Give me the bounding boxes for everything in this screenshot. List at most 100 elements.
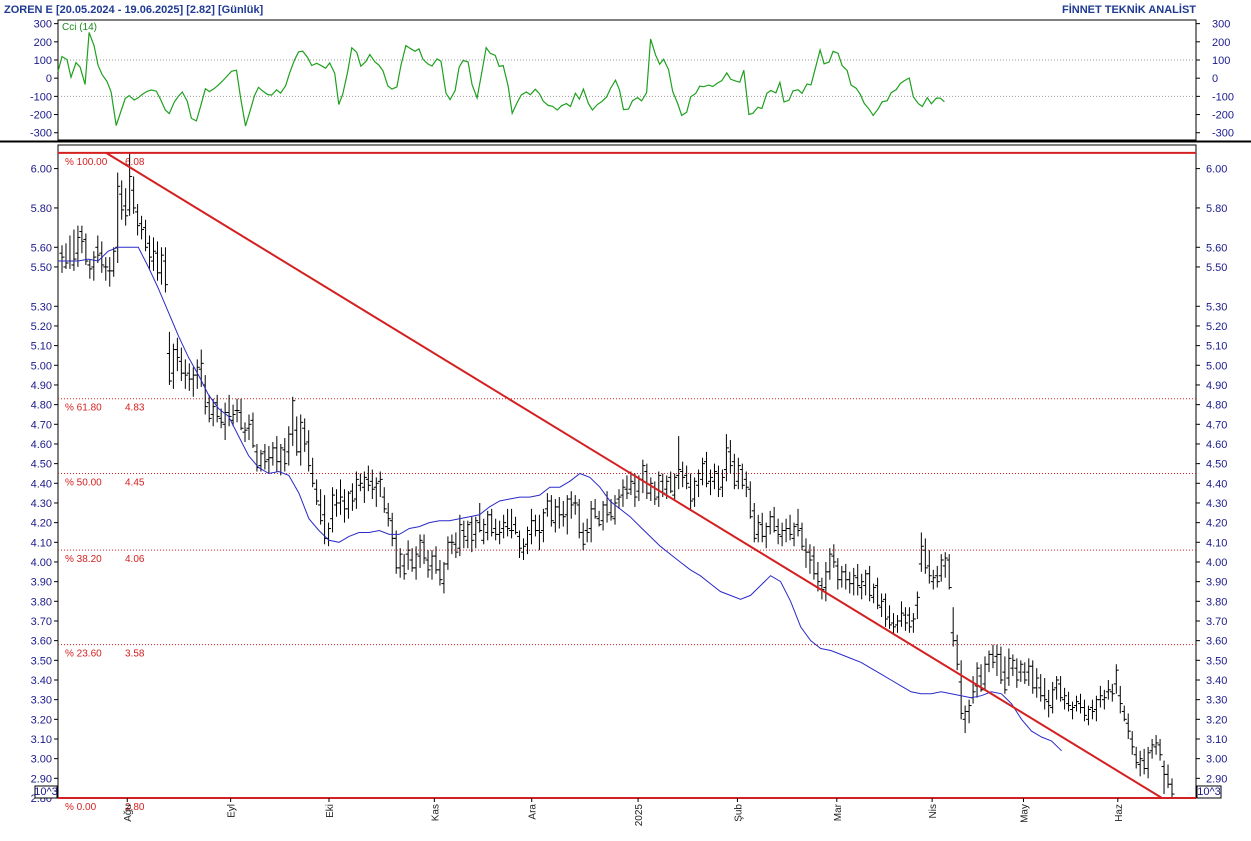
month-label-1: Eyl [227,804,238,818]
moving-average-line [58,246,1062,752]
price-tick-label-left-13: 4.40 [31,478,52,490]
cci-tick-label-right-0: 300 [1212,19,1230,31]
price-tick-label-right-24: 3.30 [1206,695,1227,707]
cci-indicator-label: Cci (14) [62,22,97,33]
price-tick-label-left-18: 3.90 [31,577,52,589]
cci-tick-label-right-2: 100 [1212,55,1230,67]
month-label-4: Ara [528,804,539,820]
price-tick-label-right-4: 5.30 [1206,301,1227,313]
fib-label-0: % 100.00 [65,157,108,168]
price-tick-label-left-2: 5.60 [31,242,52,254]
fib-value-0: 6.08 [125,157,145,168]
price-tick-label-left-4: 5.30 [31,301,52,313]
price-y-axis-right: 6.00 5.80 5.60 5.50 5.30 5.20 5.10 5.00 4.90 4.80… [1196,164,1227,785]
cci-y-axis-left: 300 200 100 0 -100 -200 -300 [30,19,58,140]
cci-panel-frame [0,19,1251,143]
cci-frame-box [57,19,1197,141]
price-tick-label-right-13: 4.40 [1206,478,1227,490]
cci-tick-label-left-6: -300 [30,128,52,140]
scale-note-right: 10^3 [1197,786,1221,798]
month-label-7: Mar [833,803,844,821]
cci-tick-label-right-5: -200 [1212,110,1234,122]
price-tick-label-left-12: 4.50 [31,459,52,471]
fibonacci-levels: % 100.00 6.08 % 61.80 4.83 % 50.00 4.45 % 38.2… [58,157,1196,813]
price-tick-label-left-27: 3.00 [31,754,52,766]
price-tick-label-left-23: 3.40 [31,675,52,687]
price-tick-label-left-6: 5.10 [31,341,52,353]
fib-label-4: % 23.60 [65,649,102,660]
scale-note-box-right [1196,785,1222,799]
price-panel: % 100.00 6.08 % 61.80 4.83 % 50.00 4.45 % 38.2… [31,144,1227,827]
price-tick-label-right-11: 4.60 [1206,439,1227,451]
price-tick-label-right-9: 4.80 [1206,400,1227,412]
cci-tick-label-left-3: 0 [46,73,52,85]
price-tick-label-left-20: 3.70 [31,616,52,628]
price-tick-label-right-3: 5.50 [1206,262,1227,274]
price-tick-label-left-3: 5.50 [31,262,52,274]
trend-lines [58,151,1196,799]
month-label-3: Kas [430,804,441,821]
price-tick-label-left-1: 5.80 [31,203,52,215]
fib-label-1: % 61.80 [65,403,102,414]
price-tick-label-right-16: 4.10 [1206,537,1227,549]
cci-tick-label-left-5: -200 [30,110,52,122]
price-tick-label-right-1: 5.80 [1206,203,1227,215]
price-tick-label-left-16: 4.10 [31,537,52,549]
price-tick-label-left-24: 3.30 [31,695,52,707]
price-tick-label-left-11: 4.60 [31,439,52,451]
cci-tick-label-left-2: 100 [34,55,52,67]
scale-notes: 10^3 10^3 [34,785,1222,799]
price-tick-label-left-8: 4.90 [31,380,52,392]
fib-value-2: 4.45 [125,477,145,488]
cci-tick-label-left-1: 200 [34,37,52,49]
price-tick-label-right-2: 5.60 [1206,242,1227,254]
month-label-6: Şub [733,804,744,822]
price-tick-label-right-28: 2.90 [1206,773,1227,785]
descending-trend-line [105,152,1163,799]
cci-line [57,32,945,127]
cci-tick-label-left-0: 300 [34,19,52,31]
scale-note-left: 10^3 [34,786,58,798]
cci-tick-label-right-3: 0 [1212,73,1218,85]
price-tick-label-right-20: 3.70 [1206,616,1227,628]
cci-y-axis-right: 300 200 100 0 -100 -200 -300 [1196,19,1234,140]
price-tick-label-right-27: 3.00 [1206,754,1227,766]
month-label-0: Ağu [123,804,134,822]
price-tick-label-right-10: 4.70 [1206,419,1227,431]
month-label-10: Haz [1114,804,1125,822]
price-tick-label-left-25: 3.20 [31,714,52,726]
price-tick-label-left-22: 3.50 [31,655,52,667]
price-tick-label-right-23: 3.40 [1206,675,1227,687]
price-tick-label-right-7: 5.00 [1206,360,1227,372]
price-tick-label-left-17: 4.00 [31,557,52,569]
price-tick-label-right-14: 4.30 [1206,498,1227,510]
price-tick-label-left-15: 4.20 [31,518,52,530]
price-tick-label-right-5: 5.20 [1206,321,1227,333]
month-label-5: 2025 [634,804,645,827]
price-tick-label-right-17: 4.00 [1206,557,1227,569]
cci-tick-label-right-1: 200 [1212,37,1230,49]
cci-tick-label-right-6: -300 [1212,128,1234,140]
price-tick-label-left-21: 3.60 [31,636,52,648]
cci-series [57,32,945,127]
price-tick-label-left-26: 3.10 [31,734,52,746]
moving-average-series [58,246,1062,752]
price-tick-label-right-15: 4.20 [1206,518,1227,530]
price-tick-label-right-12: 4.50 [1206,459,1227,471]
fib-value-1: 4.83 [125,403,145,414]
price-tick-label-right-19: 3.80 [1206,596,1227,608]
cci-tick-label-left-4: -100 [30,91,52,103]
fib-value-5: 2.80 [125,802,145,813]
price-tick-label-right-22: 3.50 [1206,655,1227,667]
chart-header: ZOREN E [20.05.2024 - 19.06.2025] [2.82]… [4,3,1196,16]
price-tick-label-right-25: 3.20 [1206,714,1227,726]
price-tick-label-left-5: 5.20 [31,321,52,333]
cci-tick-label-right-4: -100 [1212,91,1234,103]
price-tick-label-right-21: 3.60 [1206,636,1227,648]
brand-label: FİNNET TEKNİK ANALİST [1062,3,1196,16]
price-tick-label-right-26: 3.10 [1206,734,1227,746]
cci-reference-levels [58,59,1196,97]
month-label-8: Nis [928,804,939,818]
price-tick-label-left-14: 4.30 [31,498,52,510]
